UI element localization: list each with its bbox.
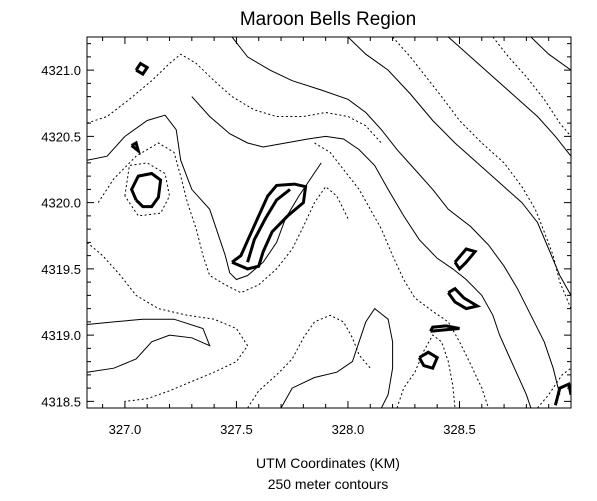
y-tick-label: 4319.5 — [41, 262, 81, 277]
contour-line-solid — [87, 318, 211, 373]
contour-line-thick — [130, 140, 141, 155]
contour-line-dotted — [396, 334, 456, 408]
contour-line-thick — [417, 350, 440, 371]
x-axis-label: UTM Coordinates (KM) — [256, 455, 400, 471]
contour-line-solid — [347, 37, 571, 296]
x-tick-label: 327.0 — [109, 422, 142, 437]
y-tick-label: 4321.0 — [41, 63, 81, 78]
contour-line-solid — [280, 307, 394, 408]
y-tick-label: 4319.0 — [41, 328, 81, 343]
contour-line-dotted — [247, 314, 371, 408]
contour-line-solid — [87, 114, 322, 281]
contour-line-thick — [246, 188, 291, 263]
contour-line-thick — [134, 61, 150, 77]
contour-line-solid — [191, 96, 532, 408]
contour-line-dotted — [87, 53, 382, 144]
contour-line-dotted — [87, 242, 249, 402]
contour-line-dotted — [314, 142, 489, 408]
y-axis: 4318.5 4319.0 4319.5 4320.0 4320.5 4321.0 — [41, 43, 571, 409]
x-tick-label: 327.5 — [220, 422, 253, 437]
contour-line-thick — [231, 182, 308, 271]
y-tick-label: 4320.0 — [41, 196, 81, 211]
contour-line-dotted — [124, 162, 171, 217]
y-tick-label: 4318.5 — [41, 394, 81, 409]
contour-line-dotted — [97, 142, 349, 294]
contour-line-solid — [447, 37, 571, 157]
contour-line-solid — [231, 37, 561, 395]
y-tick-label: 4320.5 — [41, 129, 81, 144]
contour-line-thick — [453, 247, 478, 272]
contour-line-dotted — [537, 367, 571, 408]
plot-frame — [86, 36, 572, 409]
contour-lines — [87, 37, 571, 408]
contour-line-thick — [553, 381, 571, 406]
contour-line-thick — [429, 324, 460, 333]
x-axis: 327.0 327.5 328.0 328.5 — [102, 37, 550, 437]
contour-line-dotted — [392, 37, 571, 309]
x-tick-label: 328.0 — [332, 422, 365, 437]
contour-line-thick — [129, 171, 163, 209]
x-tick-label: 328.5 — [443, 422, 476, 437]
chart-title: Maroon Bells Region — [240, 9, 416, 30]
chart-subtitle: 250 meter contours — [268, 476, 389, 492]
contour-line-thick — [447, 286, 482, 311]
contour-line-solid — [530, 37, 571, 71]
